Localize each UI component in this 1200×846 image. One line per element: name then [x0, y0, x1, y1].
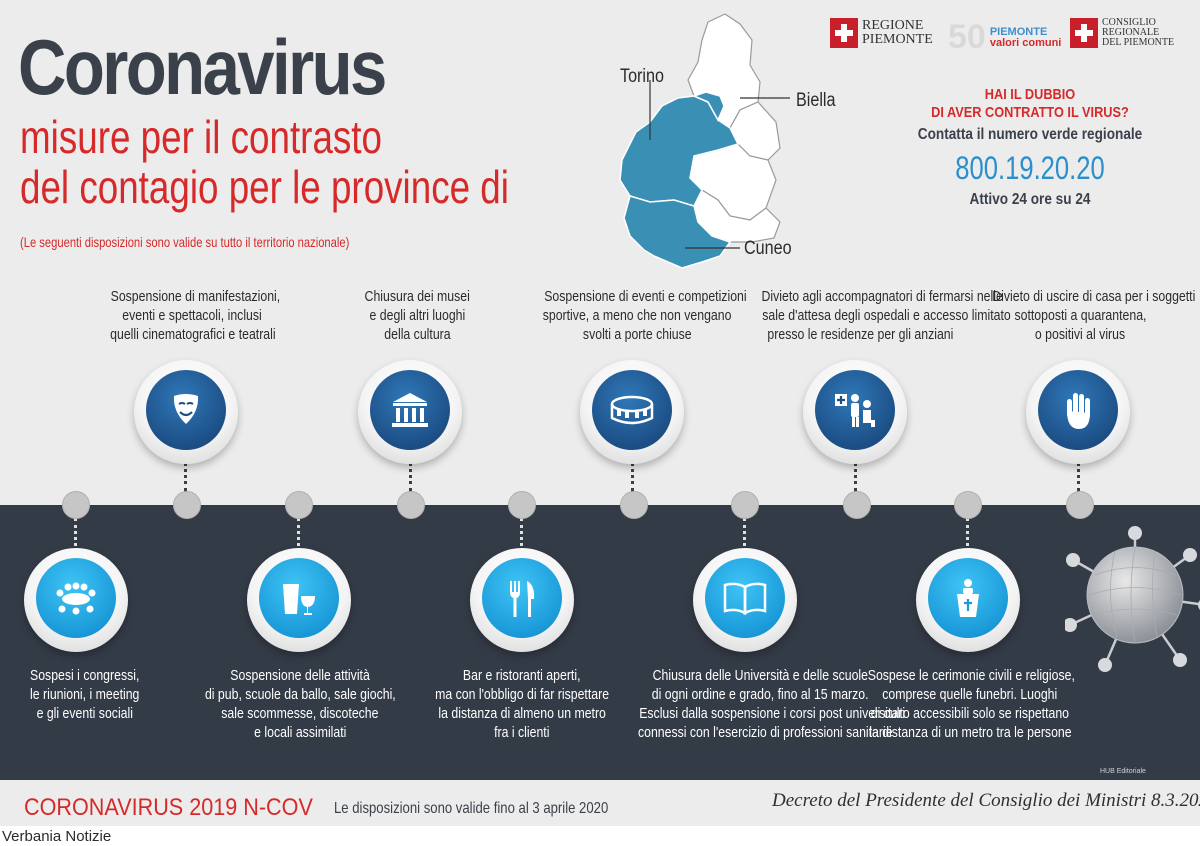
toll-free-number: 800.19.20.20 — [955, 150, 1105, 186]
timeline-dark-band — [0, 505, 1200, 780]
measure-bottom-text: Sospensione delle attività di pub, scuol… — [204, 667, 396, 741]
subtitle-line: del contagio per le province di — [20, 161, 509, 213]
pulpit-icon — [928, 558, 1008, 638]
help-box: HAI IL DUBBIO DI AVER CONTRATTO IL VIRUS… — [880, 86, 1180, 209]
measure-top-text: Divieto di uscire di casa per i soggetti… — [992, 288, 1196, 343]
poster-footer — [0, 780, 1200, 826]
measure-icon-circle — [134, 360, 238, 464]
drinks-icon — [259, 558, 339, 638]
measure-icon-circle — [247, 548, 351, 652]
piemonte-50-logo: 50 PIEMONTE valori comuni — [948, 18, 1062, 56]
map-label-torino: Torino — [620, 66, 664, 87]
meeting-icon — [36, 558, 116, 638]
footer-validity: Le disposizioni sono valide fino al 3 ap… — [334, 800, 609, 817]
measure-icon-circle — [693, 548, 797, 652]
measure-bottom-text: Sospesi i congressi, le riunioni, i meet… — [30, 667, 140, 722]
measure-top-text: Sospensione di eventi e competizioni spo… — [542, 288, 747, 343]
timeline-dot — [954, 491, 982, 519]
institution-logos: REGIONE PIEMONTE 50 PIEMONTE valori comu… — [830, 18, 1174, 58]
help-hours: Attivo 24 ore su 24 — [969, 191, 1091, 208]
validity-note: (Le seguenti disposizioni sono valide su… — [20, 234, 350, 250]
piemonte-map — [590, 10, 794, 275]
measure-bottom-text: Sospese le cerimonie civili e religiose,… — [867, 667, 1075, 741]
timeline-dot — [843, 491, 871, 519]
measure-icon-circle — [470, 548, 574, 652]
measure-icon-circle — [580, 360, 684, 464]
map-label-biella: Biella — [796, 90, 836, 111]
measure-top-text: Sospensione di manifestazioni, eventi e … — [110, 288, 281, 343]
open-book-icon — [705, 558, 785, 638]
hub-editoriale-credit: HUB Editoriale — [1100, 768, 1146, 775]
timeline-dot — [397, 491, 425, 519]
page-title: Coronavirus — [18, 23, 387, 111]
infographic-poster: Coronavirus misure per il contrasto del … — [0, 0, 1200, 826]
help-question: HAI IL DUBBIO DI AVER CONTRATTO IL VIRUS… — [931, 86, 1129, 121]
timeline-dot — [285, 491, 313, 519]
map-label-cuneo: Cuneo — [744, 238, 792, 259]
measure-bottom-text: Chiusura delle Università e delle scuole… — [637, 667, 906, 741]
measure-icon-circle — [24, 548, 128, 652]
measure-icon-circle — [803, 360, 907, 464]
cuneo-province — [623, 195, 732, 269]
measure-icon-circle — [916, 548, 1020, 652]
biella-province — [691, 91, 725, 122]
timeline-dot — [1066, 491, 1094, 519]
stadium-icon — [592, 370, 672, 450]
measure-top-text: Chiusura dei musei e degli altri luoghi … — [364, 288, 470, 343]
timeline-dot — [731, 491, 759, 519]
regione-shield-icon — [830, 18, 858, 48]
page-subtitle: misure per il contrasto del contagio per… — [20, 112, 509, 212]
regione-piemonte-logo: REGIONE PIEMONTE — [830, 18, 933, 48]
timeline-dot — [620, 491, 648, 519]
virus-illustration-icon — [1063, 525, 1200, 675]
measure-top-text: Divieto agli accompagnatori di fermarsi … — [761, 288, 1011, 343]
timeline-dot — [62, 491, 90, 519]
source-credit: Verbania Notizie — [2, 828, 112, 845]
subtitle-line: misure per il contrasto — [20, 111, 382, 163]
museum-icon — [370, 370, 450, 450]
help-call-text: Contatta il numero verde regionale — [917, 126, 1143, 143]
timeline-dot — [173, 491, 201, 519]
theater-masks-icon — [146, 370, 226, 450]
timeline-dot — [508, 491, 536, 519]
consiglio-regionale-logo: CONSIGLIO REGIONALE DEL PIEMONTE — [1070, 18, 1174, 48]
footer-decree: Decreto del Presidente del Consiglio dei… — [772, 790, 1200, 811]
fork-knife-icon — [482, 558, 562, 638]
consiglio-shield-icon — [1070, 18, 1098, 48]
footer-title: CORONAVIRUS 2019 N-COV — [24, 794, 313, 821]
hospital-waiting-icon — [815, 370, 895, 450]
stop-hand-icon — [1038, 370, 1118, 450]
measure-icon-circle — [358, 360, 462, 464]
piemonte-map-graphic — [619, 13, 794, 269]
measure-bottom-text: Bar e ristoranti aperti, ma con l'obblig… — [435, 667, 609, 741]
measure-icon-circle — [1026, 360, 1130, 464]
